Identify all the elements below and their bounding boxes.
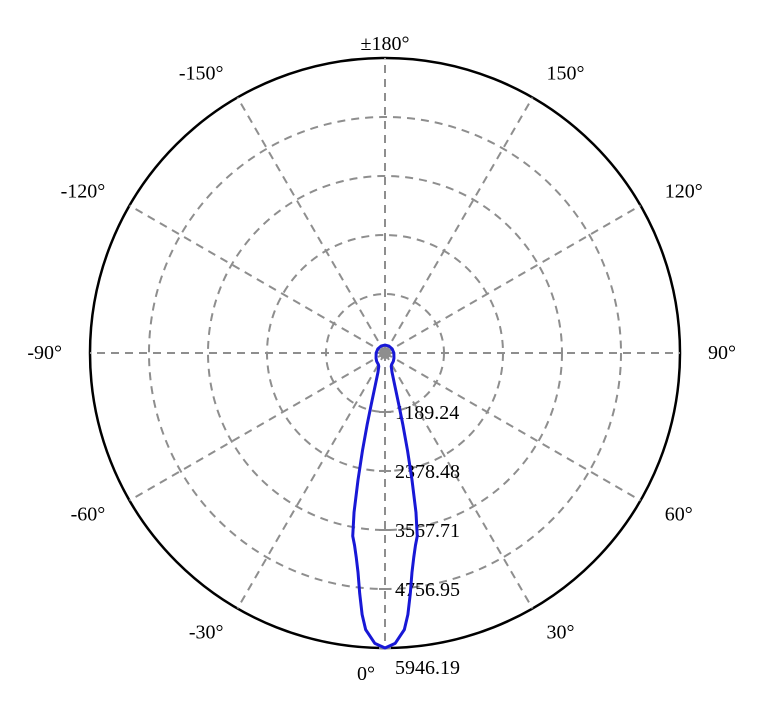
grid-spoke xyxy=(238,353,386,608)
angle-label: -60° xyxy=(71,504,106,526)
angle-label: 0° xyxy=(357,663,375,685)
radial-tick-label: 1189.24 xyxy=(395,402,459,424)
center-dot xyxy=(379,347,391,359)
grid-spoke xyxy=(130,206,385,354)
angle-label: 60° xyxy=(665,504,693,526)
radial-tick-label: 3567.71 xyxy=(395,520,460,542)
angle-label: 30° xyxy=(547,622,575,644)
angle-label: 120° xyxy=(665,181,703,203)
grid-spoke xyxy=(385,206,640,354)
angle-label: -120° xyxy=(61,181,106,203)
grid-spoke xyxy=(130,353,385,501)
angle-label: -30° xyxy=(189,622,224,644)
polar-chart: 0° 30° 60° 90° 120° 150° ±180° -150° -120° -90° -6… xyxy=(0,0,770,707)
angle-label: 90° xyxy=(708,342,736,364)
angle-label: ±180° xyxy=(361,33,410,55)
grid-spoke xyxy=(238,98,386,353)
grid-spoke xyxy=(385,98,533,353)
radial-tick-label: 5946.19 xyxy=(395,657,460,679)
angle-label: -90° xyxy=(27,342,62,364)
radial-tick-label: 4756.95 xyxy=(395,579,460,601)
angle-label: -150° xyxy=(179,62,224,84)
angle-label: 150° xyxy=(547,62,585,84)
radial-tick-label: 2378.48 xyxy=(395,461,460,483)
